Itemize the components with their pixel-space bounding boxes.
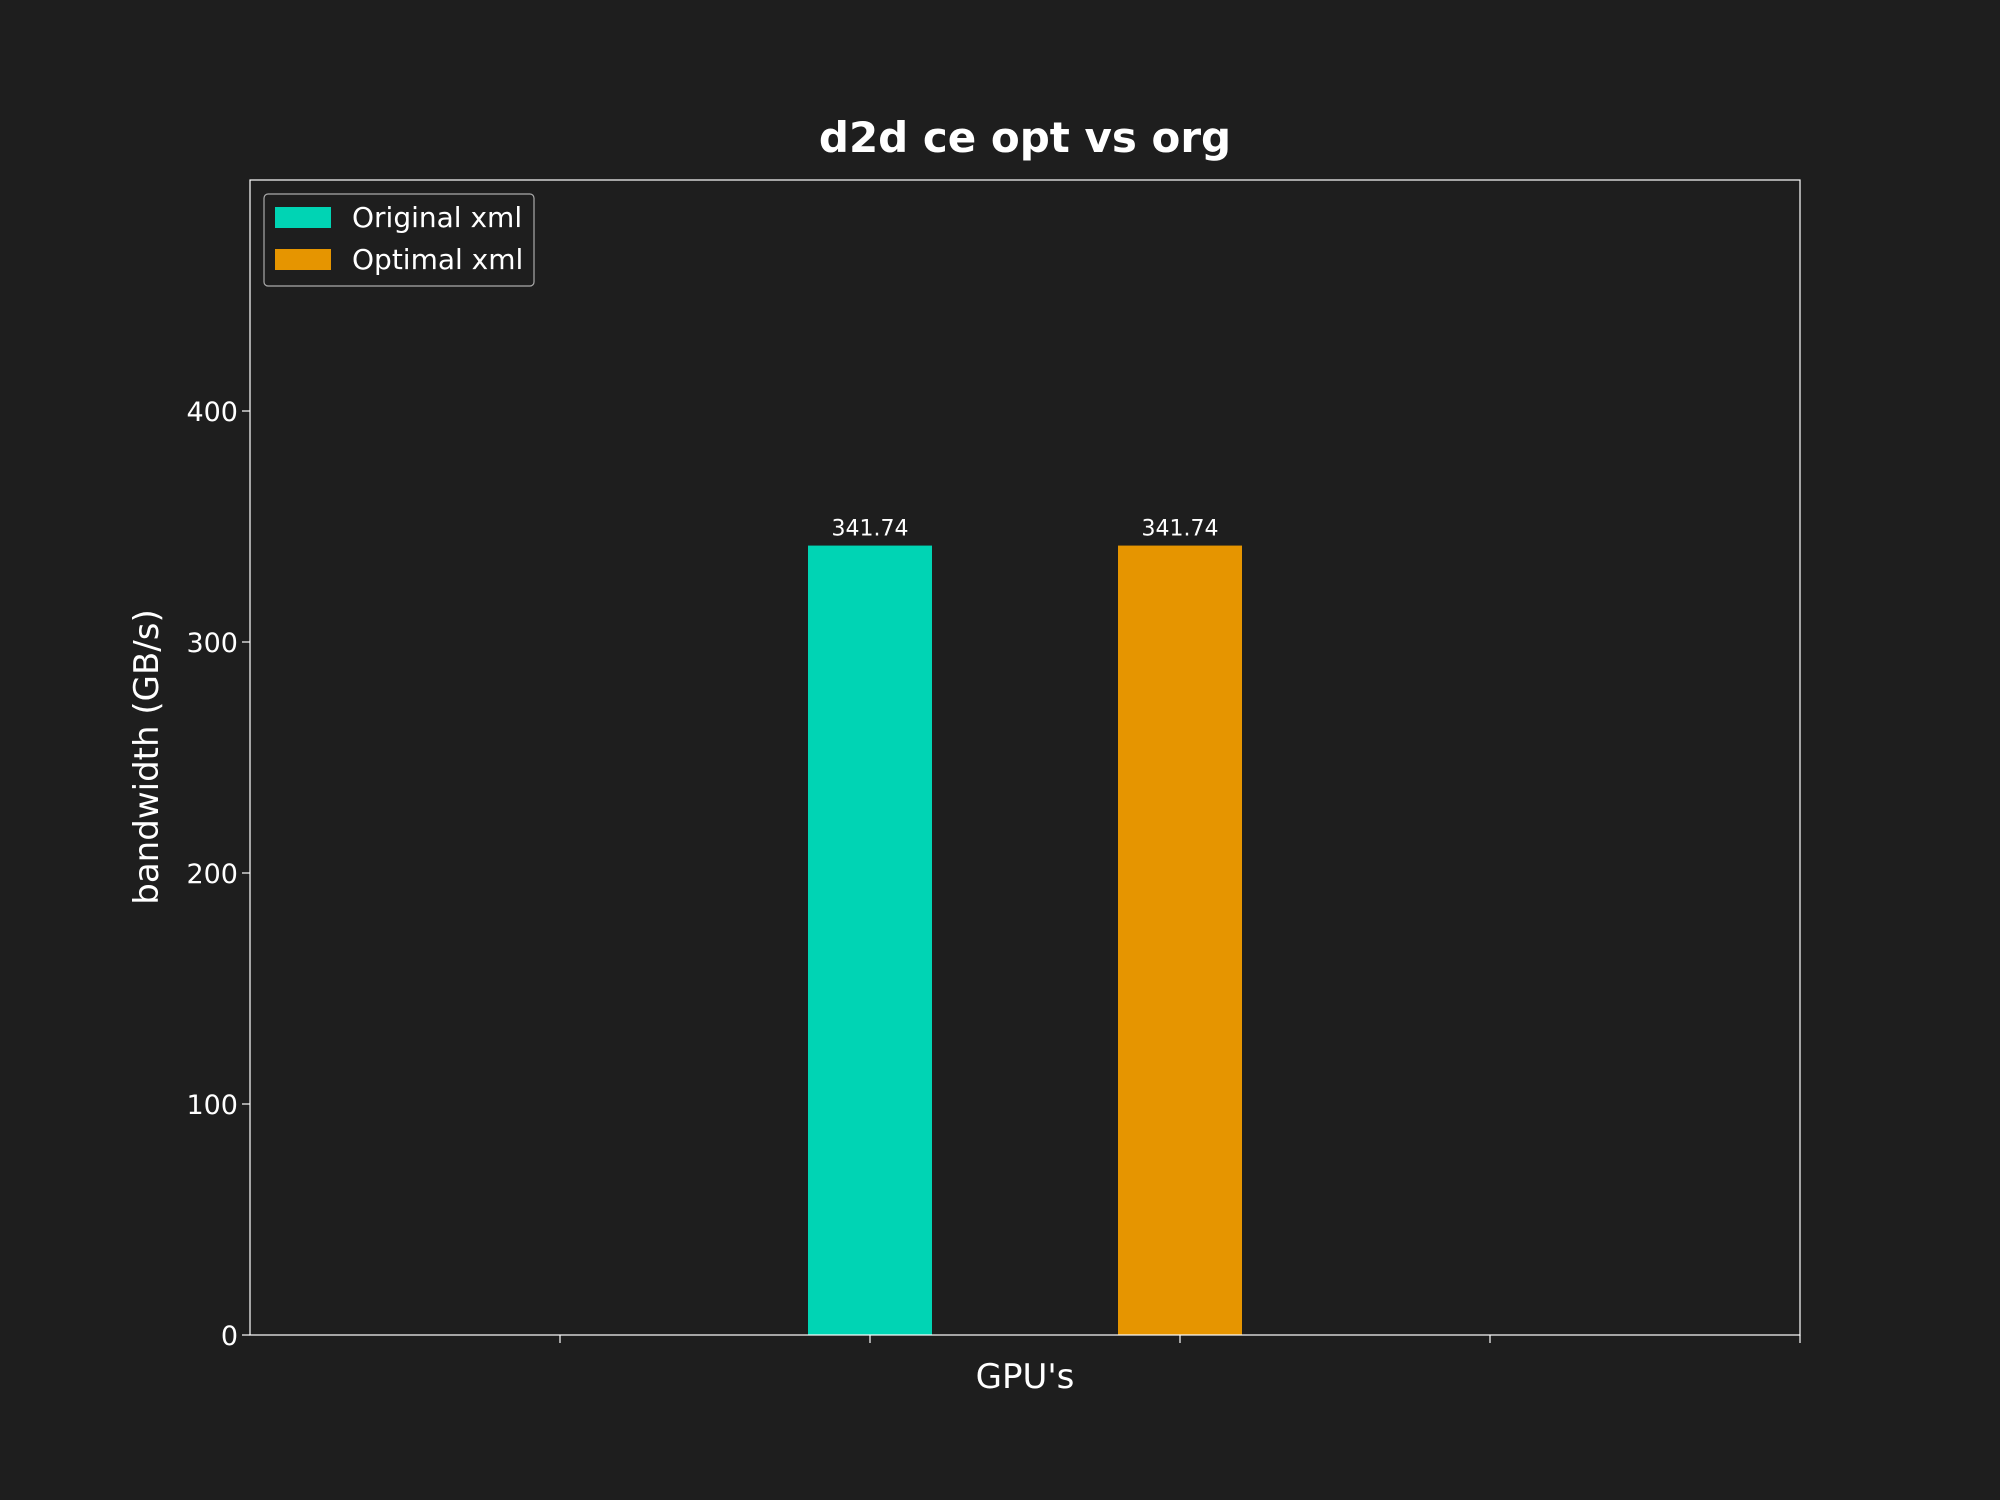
legend-swatch <box>275 249 331 270</box>
bar-original-xml <box>808 545 932 1335</box>
legend-entry-label: Optimal xml <box>352 243 523 276</box>
plot-frame <box>249 179 1801 1336</box>
legend-box <box>263 193 535 287</box>
bar-value-label: 341.74 <box>1142 517 1219 542</box>
plot-area: 341.74 341.74 0 100 200 300 400 <box>186 179 1801 1352</box>
legend-entry-label: Original xml <box>352 201 522 234</box>
bar-value-label: 341.74 <box>832 517 909 542</box>
legend: Original xml Optimal xml <box>263 193 535 287</box>
y-tick-label: 100 <box>186 1090 238 1121</box>
y-tick-label: 200 <box>186 859 238 890</box>
legend-swatch <box>275 207 331 228</box>
y-tick-label: 0 <box>221 1321 238 1352</box>
y-tick-label: 300 <box>186 628 238 659</box>
chart-title: d2d ce opt vs org <box>819 113 1231 162</box>
y-axis-label: bandwidth (GB/s) <box>127 609 167 904</box>
y-tick-label: 400 <box>186 397 238 428</box>
bar-optimal-xml <box>1118 545 1242 1335</box>
x-axis-label: GPU's <box>976 1357 1075 1397</box>
